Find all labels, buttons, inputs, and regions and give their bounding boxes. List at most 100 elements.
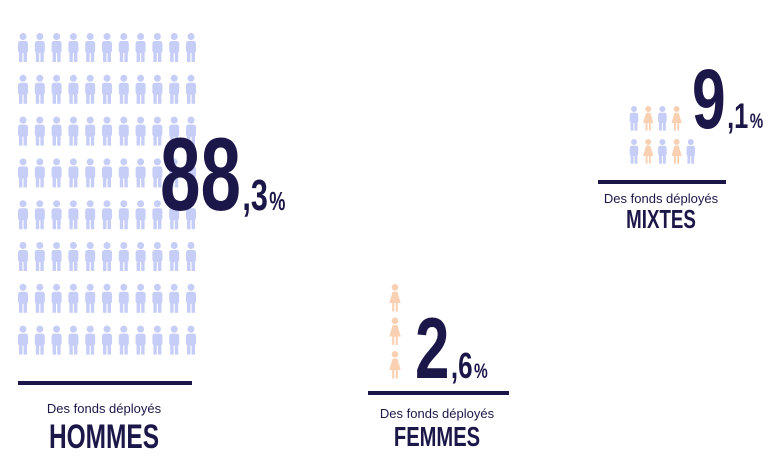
icon-head — [391, 317, 399, 325]
icon-head — [137, 33, 145, 40]
icon-leg — [57, 301, 61, 313]
man-icon — [68, 283, 79, 313]
icon-body — [85, 41, 96, 53]
icon-head — [120, 283, 128, 291]
icon-head — [103, 116, 111, 124]
icon-leg — [174, 92, 179, 104]
icon-head — [53, 116, 61, 124]
icon-leg — [57, 134, 61, 146]
icon-leg — [630, 121, 634, 131]
icon-head — [53, 74, 61, 82]
icon-head — [153, 116, 161, 124]
man-icon — [102, 33, 112, 62]
icon-leg — [90, 92, 95, 104]
man-icon — [68, 74, 79, 104]
icon-head — [103, 33, 111, 40]
man-icon — [152, 158, 163, 188]
icon-head — [36, 74, 44, 82]
icon-leg — [174, 218, 179, 230]
man-icon — [68, 33, 79, 62]
icon-body — [102, 41, 112, 53]
icon-leg — [136, 260, 140, 271]
icon-leg — [57, 176, 61, 188]
man-icon — [18, 158, 28, 188]
man-icon — [68, 325, 79, 355]
icon-leg — [52, 92, 56, 104]
icon-leg — [40, 218, 44, 230]
icon-head — [187, 116, 195, 124]
icon-head — [120, 116, 128, 124]
icon-head — [103, 200, 111, 208]
icon-head — [19, 325, 27, 333]
icon-leg — [677, 123, 680, 131]
icon-head — [153, 33, 161, 40]
icon-body — [135, 208, 146, 221]
icon-head — [36, 158, 44, 166]
icon-leg — [103, 51, 107, 62]
icon-body — [118, 166, 129, 179]
icon-body — [643, 145, 654, 156]
man-icon — [85, 242, 96, 271]
icon-body — [68, 291, 79, 304]
icon-head — [170, 158, 178, 166]
man-icon — [186, 33, 196, 62]
icon-body — [152, 166, 163, 179]
man-icon — [152, 74, 163, 104]
icon-leg — [103, 176, 107, 188]
icon-body — [169, 333, 180, 346]
icon-leg — [23, 218, 27, 230]
value-label: 88,3% — [160, 117, 285, 233]
icon-leg — [687, 154, 691, 164]
icon-leg — [392, 303, 395, 312]
icon-head — [187, 325, 195, 333]
man-icon — [186, 74, 196, 104]
category-wrap: MIXTES — [626, 204, 696, 234]
man-icon — [135, 33, 146, 62]
icon-leg — [107, 134, 111, 146]
icon-leg — [124, 51, 128, 62]
icon-leg — [69, 260, 73, 271]
man-icon — [68, 158, 79, 188]
icon-body — [135, 41, 146, 53]
icon-leg — [86, 92, 90, 104]
man-icon — [102, 242, 112, 271]
man-icon — [51, 242, 62, 271]
icon-leg — [395, 303, 398, 312]
man-icon — [102, 200, 112, 230]
man-icon — [85, 74, 96, 104]
icon-leg — [19, 218, 23, 230]
icon-head — [53, 200, 61, 208]
icon-leg — [52, 260, 56, 271]
icon-head — [659, 106, 666, 112]
icon-body — [102, 166, 112, 179]
man-icon — [102, 325, 112, 355]
icon-leg — [158, 134, 162, 146]
icon-body — [186, 41, 196, 53]
icon-body — [671, 145, 682, 156]
icon-body — [18, 208, 28, 221]
icon-leg — [141, 51, 145, 62]
man-icon — [152, 200, 163, 230]
man-icon — [18, 200, 28, 230]
icon-head — [645, 106, 652, 112]
man-icon — [169, 200, 180, 230]
icon-leg — [74, 218, 78, 230]
value-label-wrap: 9,1% — [692, 52, 763, 146]
man-icon — [51, 200, 62, 230]
man-icon — [118, 33, 129, 62]
man-icon — [118, 325, 129, 355]
man-icon — [102, 158, 112, 188]
icon-body — [118, 333, 129, 346]
icon-leg — [90, 134, 95, 146]
icon-leg — [107, 92, 111, 104]
icon-head — [187, 200, 195, 208]
woman-icon — [389, 317, 401, 346]
icon-head — [69, 325, 77, 333]
icon-head — [391, 351, 399, 358]
icon-leg — [659, 154, 662, 164]
icon-leg — [103, 260, 107, 271]
icon-head — [36, 200, 44, 208]
icon-body — [85, 291, 96, 304]
icon-head — [103, 74, 111, 82]
icon-leg — [136, 51, 140, 62]
